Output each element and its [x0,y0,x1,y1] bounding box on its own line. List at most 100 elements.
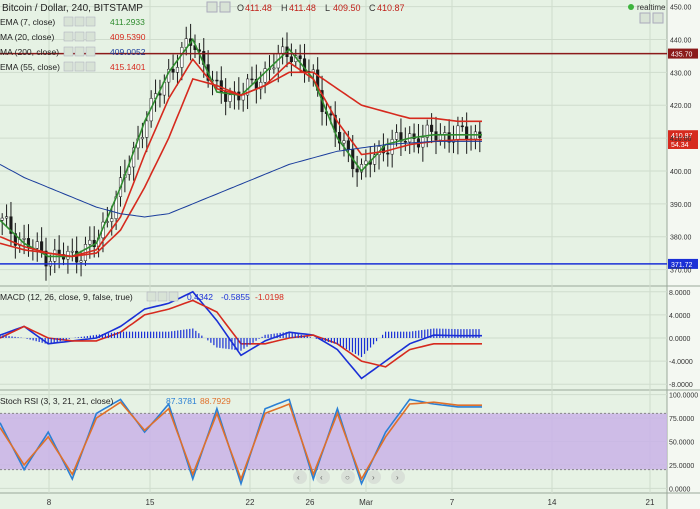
indicator-label: EMA (7, close) [0,17,55,27]
macd-tick-label: 4.0000 [669,313,691,320]
legend-button-icon[interactable] [63,31,74,42]
axis-background [667,0,700,509]
zoom-out-icon[interactable] [293,470,307,484]
candle-body [13,233,17,246]
x-tick-label: 7 [450,498,455,507]
scroll-left-icon[interactable] [316,470,330,484]
candle-body [110,218,114,222]
rsi-tick-label: 50.0000 [669,440,694,447]
series-line--d [0,401,482,482]
x-tick-label: 14 [548,498,557,507]
rsi-tick-label: 0.0000 [669,486,691,493]
legend-button-icon[interactable] [74,31,85,42]
candle-body [70,250,74,253]
price-badge [668,48,698,59]
rsi-tick-label: 25.0000 [669,463,694,470]
candle-body [403,141,407,143]
ohlc-key: O [237,3,244,13]
scroll-controls[interactable]: ‹ ‹ ○ › › [293,470,405,484]
settings-icon[interactable] [219,1,231,13]
close-pane-icon[interactable] [652,12,664,24]
axis-labels: 8 15 22 26 Mar 7 14 21 450.00 440.00 430.00 420.00 4… [47,5,699,507]
series-line-ema-55-close- [0,71,482,258]
candle-body [5,216,9,219]
ohlc-value: 411.48 [245,3,272,13]
legend-button-icon[interactable] [157,291,168,302]
legend-button-icon[interactable] [63,61,74,72]
candle-body [44,250,48,267]
candle-body [355,168,359,173]
candle-body [250,78,254,81]
price-badge-label: 54.34 [671,142,689,149]
svg-text:‹: ‹ [320,473,323,482]
candle-body [373,154,377,165]
legend-button-icon[interactable] [74,46,85,57]
series-line-ma-200-close- [0,140,482,218]
ohlc-key: C [369,3,376,13]
price-badge [668,130,698,141]
legend-button-icon[interactable] [146,291,157,302]
svg-text:‹: ‹ [297,473,300,482]
x-tick-label: 15 [146,498,155,507]
legend-button-icon[interactable] [85,46,96,57]
scroll-right-icon[interactable] [367,470,381,484]
candle-body [171,68,175,73]
indicator-label: MA (200, close) [0,47,59,57]
reset-icon[interactable] [341,470,355,484]
macd-histogram [0,328,480,358]
candle-body [460,125,464,128]
zoom-in-icon[interactable] [391,470,405,484]
price-badge [668,138,698,149]
rsi-value: 88.7929 [200,396,231,406]
header-buttons[interactable] [206,1,231,13]
x-tick-label: 22 [246,498,255,507]
candle-body [272,67,276,70]
grid-lines [0,0,667,493]
indicator-value: 409.5390 [110,32,146,42]
ohlc-key: H [281,3,288,13]
candle-body [443,132,447,135]
candle-body [338,131,342,144]
indicator-value: 409.0052 [110,47,146,57]
realtime-dot-icon [628,4,634,10]
rsi-tick-label: 75.0000 [669,416,694,423]
price-tick-label: 390.00 [670,202,692,209]
candle-body [237,91,241,101]
maximize-icon[interactable] [639,12,651,24]
price-tick-label: 420.00 [670,103,692,110]
candle-body [40,241,44,252]
macd-legend: MACD (12, 26, close, 9, false, true) 0.43… [0,291,284,302]
price-tick-label: 450.00 [670,5,692,12]
price-badge-label: 410.87 [671,133,693,140]
candle-body [0,217,4,221]
candle-body [390,139,394,155]
indicator-value: 415.1401 [110,62,146,72]
price-tick-label: 430.00 [670,70,692,77]
legend-button-icon[interactable] [63,46,74,57]
visibility-icon[interactable] [206,1,218,13]
legend-button-icon[interactable] [168,291,179,302]
candle-body [140,137,144,140]
candle-body [259,81,263,90]
candle-body [430,124,434,132]
candle-body [228,94,232,102]
candle-body [386,152,390,155]
legend-button-icon[interactable] [74,16,85,27]
candle-body [298,55,302,59]
macd-value: -1.0198 [255,292,284,302]
rsi-legend: Stoch RSI (3, 3, 21, 21, close) 87.3781 88… [0,396,231,406]
svg-text:›: › [372,473,375,482]
series-line-macd [0,290,482,380]
candle-body [395,132,399,140]
macd-label: MACD (12, 26, close, 9, false, true) [0,292,133,302]
candle-body [22,238,26,240]
legend-button-icon[interactable] [85,16,96,27]
candle-body [412,133,416,139]
legend-button-icon[interactable] [85,31,96,42]
candle-body [302,58,307,72]
legend-button-icon[interactable] [85,61,96,72]
legend-button-icon[interactable] [63,16,74,27]
legend-button-icon[interactable] [74,61,85,72]
